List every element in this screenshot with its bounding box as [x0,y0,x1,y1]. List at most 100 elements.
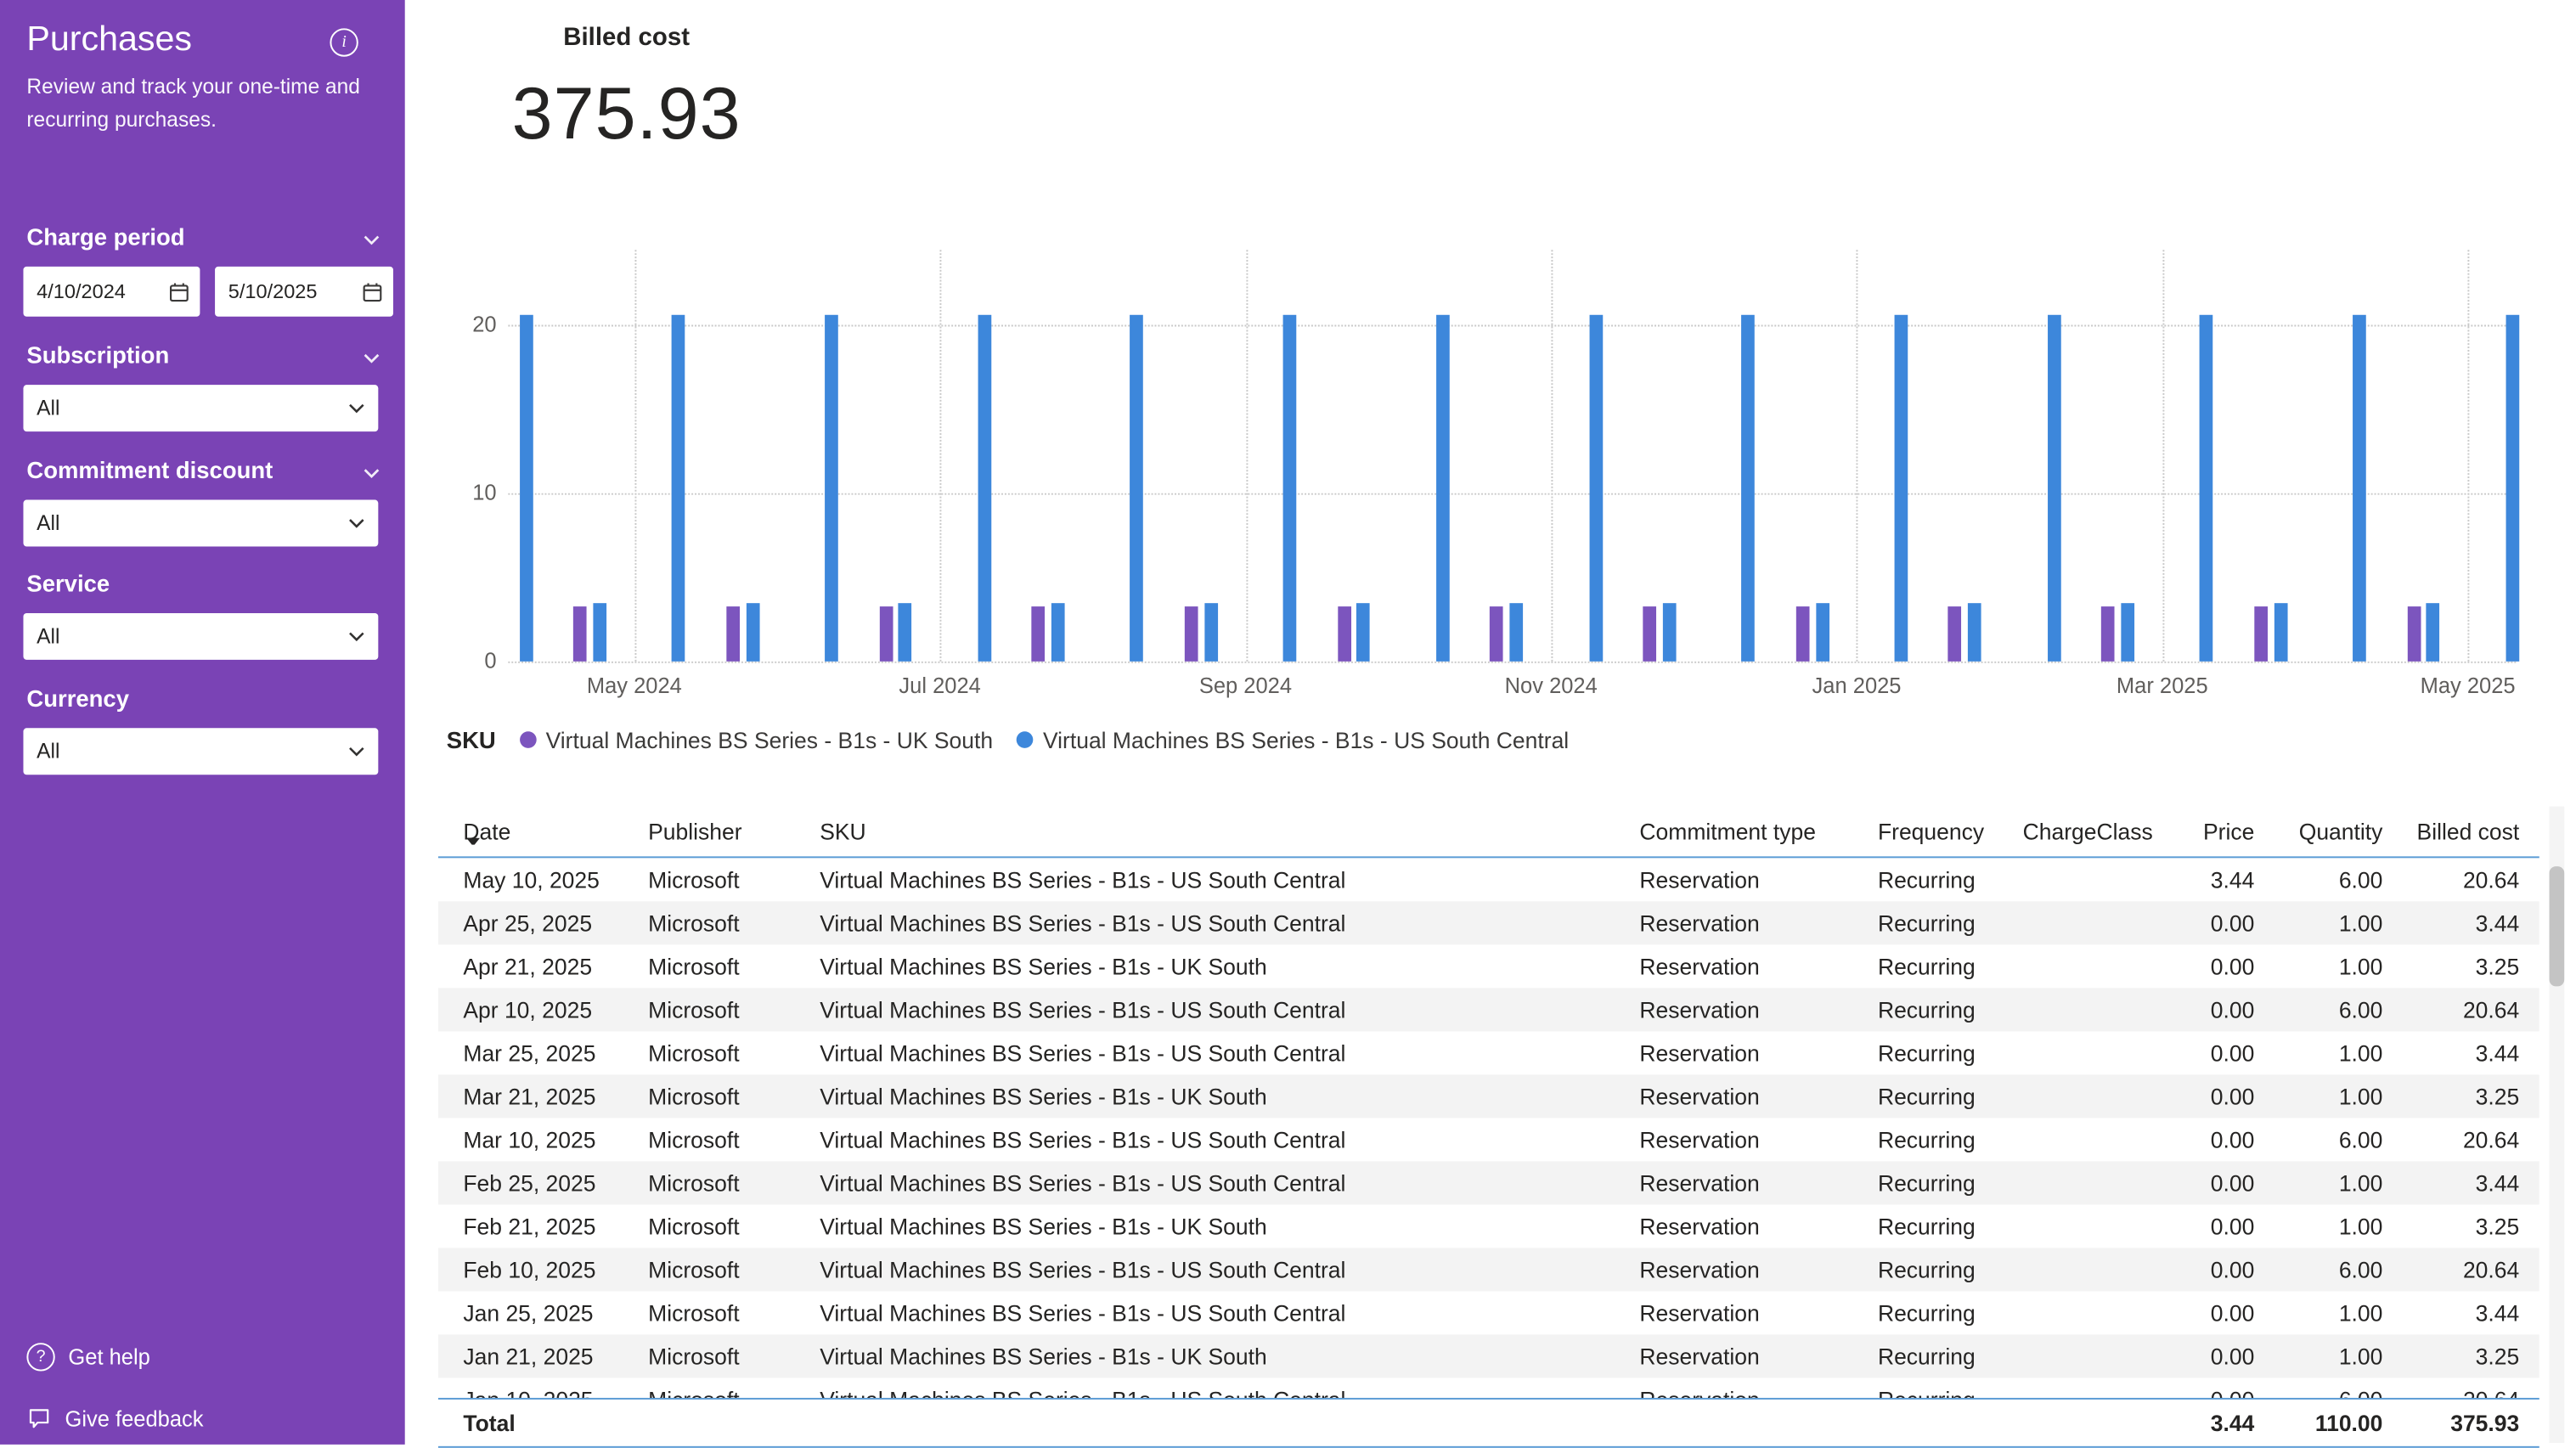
x-gridline [1857,250,1858,662]
chart-bar[interactable] [746,603,759,662]
chart-bar[interactable] [2101,606,2115,662]
cell: 6.00 [2338,1127,2383,1152]
column-header[interactable]: Frequency [1877,819,1985,844]
chart-bar[interactable] [1184,606,1198,662]
chart-bar[interactable] [1588,313,1603,662]
table-row[interactable]: Mar 10, 2025 Microsoft Virtual Machines BS… [438,1118,2539,1161]
chart-bar[interactable] [1662,603,1677,662]
chevron-down-icon[interactable] [364,468,380,479]
chart-bar[interactable] [2353,313,2366,662]
chart-bar[interactable] [2200,313,2213,662]
table-body: May 10, 2025 Microsoft Virtual Machines BS… [437,858,2539,1398]
cell: 0.00 [2210,1257,2255,1282]
calendar-icon [363,282,382,301]
start-date-input[interactable]: 4/10/2024 [23,266,200,317]
chart-bar[interactable] [593,603,607,662]
table-row[interactable]: Jan 25, 2025 Microsoft Virtual Machines BS… [438,1291,2539,1334]
chart-bar[interactable] [519,313,533,662]
chart-bar[interactable] [1948,606,1962,662]
table-row[interactable]: Apr 10, 2025 Microsoft Virtual Machines BS… [437,988,2539,1032]
chart-bar[interactable] [2274,603,2287,662]
chart-bar[interactable] [2254,606,2268,662]
chart-bar[interactable] [1337,606,1351,662]
cell: 3.44 [2475,1040,2520,1066]
chart-bar[interactable] [1130,313,1144,662]
chart-bar[interactable] [2406,606,2421,662]
column-header[interactable]: Commitment type [1639,819,1816,844]
scrollbar-thumb[interactable] [2549,866,2565,987]
end-date-input[interactable]: 5/10/2025 [215,266,393,317]
chart-bar[interactable] [1051,603,1065,662]
chart-bar[interactable] [1795,606,1810,662]
cell: Recurring [1877,997,1976,1023]
chart-bar[interactable] [1643,606,1657,662]
chevron-down-icon[interactable] [364,235,380,245]
chart-bar[interactable] [573,606,587,662]
column-header[interactable]: Price [2202,819,2255,844]
get-help-link[interactable]: ? Get help [26,1343,150,1372]
column-header[interactable]: Date [463,819,511,844]
legend-item[interactable]: Virtual Machines BS Series - B1s - UK So… [519,727,993,752]
cell: 6.00 [2338,997,2383,1023]
table-scrollbar[interactable] [2549,806,2565,1443]
chart-bar[interactable] [1031,606,1046,662]
chart-bar[interactable] [1490,606,1504,662]
column-header[interactable]: Billed cost [2416,819,2520,844]
chart-bar[interactable] [1203,603,1218,662]
cell: Reservation [1639,1170,1760,1196]
chart-bar[interactable] [899,603,912,662]
commitment-discount-dropdown[interactable]: All [23,499,379,547]
chart-bar[interactable] [1815,603,1829,662]
cell: 0.00 [2210,1300,2255,1326]
table-row[interactable]: Feb 25, 2025 Microsoft Virtual Machines BS… [437,1161,2539,1205]
table-row[interactable]: Mar 25, 2025 Microsoft Virtual Machines BS… [438,1031,2539,1074]
chart-bar[interactable] [1894,313,1908,662]
chart-bar[interactable] [1356,603,1371,662]
chart-bar[interactable] [2121,603,2135,662]
chart-bar[interactable] [1509,603,1524,662]
chart-bar[interactable] [1435,313,1450,662]
table-row[interactable]: Mar 21, 2025 Microsoft Virtual Machines BS… [437,1074,2539,1118]
chart-bar[interactable] [1741,313,1756,662]
cell: Apr 21, 2025 [463,954,593,979]
legend-item[interactable]: Virtual Machines BS Series - B1s - US So… [1016,727,1569,752]
chart-bar[interactable] [1968,603,1982,662]
currency-dropdown[interactable]: All [23,728,379,775]
table-row[interactable]: Feb 10, 2025 Microsoft Virtual Machines BS… [437,1248,2539,1292]
cell: 3.44 [2475,1300,2520,1326]
give-feedback-link[interactable]: Give feedback [26,1406,204,1431]
cell: Virtual Machines BS Series - B1s - US So… [820,1300,1346,1326]
chart-bar[interactable] [2505,313,2519,662]
chart-bar[interactable] [1282,313,1297,662]
chart-bar[interactable] [825,313,838,662]
table-row[interactable]: May 10, 2025 Microsoft Virtual Machines BS… [438,858,2539,901]
table-row[interactable]: Feb 21, 2025 Microsoft Virtual Machines BS… [438,1204,2539,1248]
y-gridline [508,493,2517,495]
cell: Microsoft [648,910,740,936]
chart-bar[interactable] [878,606,893,662]
cell: 6.00 [2338,867,2383,893]
cell: Virtual Machines BS Series - B1s - US So… [820,867,1346,893]
info-icon[interactable]: i [330,28,358,57]
cell: May 10, 2025 [463,867,600,893]
service-dropdown[interactable]: All [23,612,379,660]
chart-bar[interactable] [978,313,991,662]
charge-period-label: Charge period [26,223,185,251]
cell: Recurring [1877,1214,1976,1239]
column-header[interactable]: Publisher [648,819,742,844]
chart-bar[interactable] [2427,603,2440,662]
table-row[interactable]: Apr 25, 2025 Microsoft Virtual Machines BS… [437,901,2539,945]
chart-bar[interactable] [726,606,740,662]
cell: Virtual Machines BS Series - B1s - UK So… [820,1084,1267,1109]
column-header[interactable]: Quantity [2298,819,2383,844]
column-header[interactable]: SKU [820,819,866,844]
chart-bar[interactable] [672,313,685,662]
chevron-down-icon[interactable] [364,353,380,363]
table-row[interactable]: Apr 21, 2025 Microsoft Virtual Machines BS… [438,944,2539,988]
subscription-dropdown[interactable]: All [23,385,379,432]
table-row[interactable]: Jan 21, 2025 Microsoft Virtual Machines BS… [437,1334,2539,1378]
column-header[interactable]: ChargeClass [2022,819,2153,844]
chart-bar[interactable] [2047,313,2060,662]
cell: Recurring [1877,867,1976,893]
